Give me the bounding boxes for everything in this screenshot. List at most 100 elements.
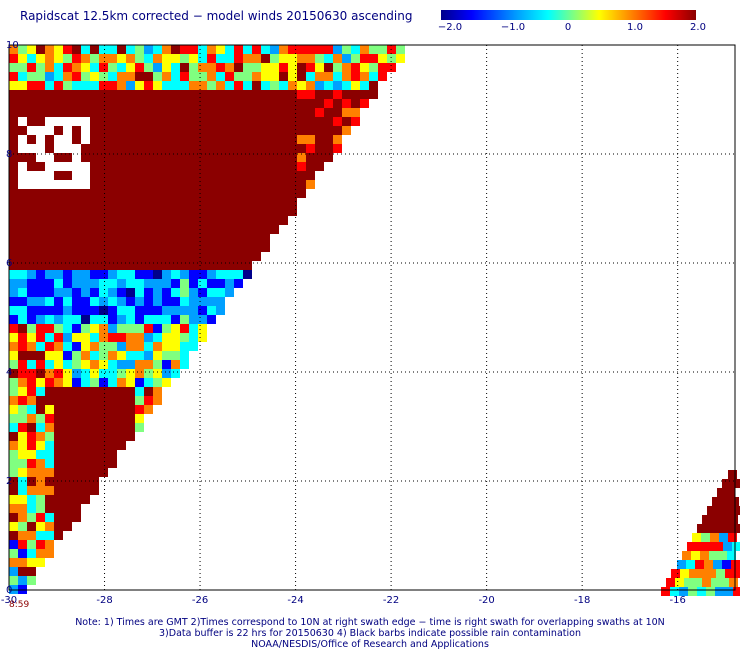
data-cell [81, 324, 90, 333]
data-cell [234, 243, 243, 252]
data-cell [288, 54, 297, 63]
data-cell [225, 45, 234, 54]
data-cell [162, 54, 171, 63]
data-cell [216, 279, 225, 288]
data-cell [108, 234, 117, 243]
data-cell [207, 180, 216, 189]
data-cell [688, 587, 697, 596]
data-cell [18, 378, 27, 387]
data-cell [333, 81, 342, 90]
data-cell [279, 99, 288, 108]
data-cell [54, 360, 63, 369]
data-cell [153, 135, 162, 144]
data-cell [180, 324, 189, 333]
data-cell [207, 270, 216, 279]
data-cell [715, 524, 724, 533]
longitude-tick-label: -30 [1, 595, 17, 606]
data-cell [117, 135, 126, 144]
data-cell [270, 108, 279, 117]
data-cell [63, 441, 72, 450]
data-cell [378, 72, 387, 81]
data-cell [270, 117, 279, 126]
data-cell [27, 108, 36, 117]
data-cell [117, 225, 126, 234]
data-cell [108, 279, 117, 288]
data-cell [729, 578, 738, 587]
data-cell [45, 441, 54, 450]
data-cell [180, 261, 189, 270]
data-cell [126, 135, 135, 144]
data-cell [54, 279, 63, 288]
data-cell [108, 162, 117, 171]
data-cell [180, 126, 189, 135]
data-cell [135, 243, 144, 252]
data-cell [180, 144, 189, 153]
data-cell [225, 207, 234, 216]
data-cell [126, 396, 135, 405]
latitude-tick-label: 2 [6, 476, 12, 487]
data-cell [243, 216, 252, 225]
data-cell [324, 108, 333, 117]
data-cell [135, 414, 144, 423]
data-cell [144, 396, 153, 405]
data-cell [99, 126, 108, 135]
data-cell [27, 99, 36, 108]
data-cell [135, 99, 144, 108]
data-cell [63, 459, 72, 468]
data-cell [27, 351, 36, 360]
data-cell [99, 144, 108, 153]
data-cell [243, 63, 252, 72]
data-cell [225, 63, 234, 72]
data-cell [180, 351, 189, 360]
data-cell [126, 243, 135, 252]
data-cell [189, 315, 198, 324]
data-cell [81, 225, 90, 234]
data-cell [63, 189, 72, 198]
data-cell [126, 198, 135, 207]
data-cell [45, 522, 54, 531]
data-cell [661, 587, 670, 596]
data-cell [18, 216, 27, 225]
data-cell [117, 243, 126, 252]
data-cell [36, 468, 45, 477]
data-cell [324, 54, 333, 63]
data-cell [72, 324, 81, 333]
data-cell [72, 351, 81, 360]
data-cell [90, 378, 99, 387]
data-cell [198, 99, 207, 108]
data-cell [54, 459, 63, 468]
data-cell [162, 270, 171, 279]
data-cell [9, 432, 18, 441]
data-cell [225, 234, 234, 243]
data-cell [225, 162, 234, 171]
data-cell [27, 360, 36, 369]
data-cell [207, 216, 216, 225]
data-cell [9, 279, 18, 288]
data-cell [243, 72, 252, 81]
data-cell [189, 207, 198, 216]
data-cell [54, 72, 63, 81]
data-cell [54, 315, 63, 324]
data-cell [45, 414, 54, 423]
data-cell [306, 45, 315, 54]
data-cell [162, 207, 171, 216]
data-cell [288, 153, 297, 162]
data-cell [677, 560, 686, 569]
data-cell [99, 378, 108, 387]
data-cell [36, 351, 45, 360]
data-cell [216, 99, 225, 108]
data-cell [117, 261, 126, 270]
data-cell [691, 551, 700, 560]
data-cell [144, 315, 153, 324]
data-cell [99, 315, 108, 324]
data-cell [198, 288, 207, 297]
data-cell [180, 306, 189, 315]
colorbar-tick: −2.0 [437, 22, 463, 33]
data-cell [63, 333, 72, 342]
data-cell [135, 306, 144, 315]
data-cell [144, 144, 153, 153]
data-cell [27, 54, 36, 63]
data-cell [162, 234, 171, 243]
data-cell [126, 45, 135, 54]
data-cell [216, 153, 225, 162]
